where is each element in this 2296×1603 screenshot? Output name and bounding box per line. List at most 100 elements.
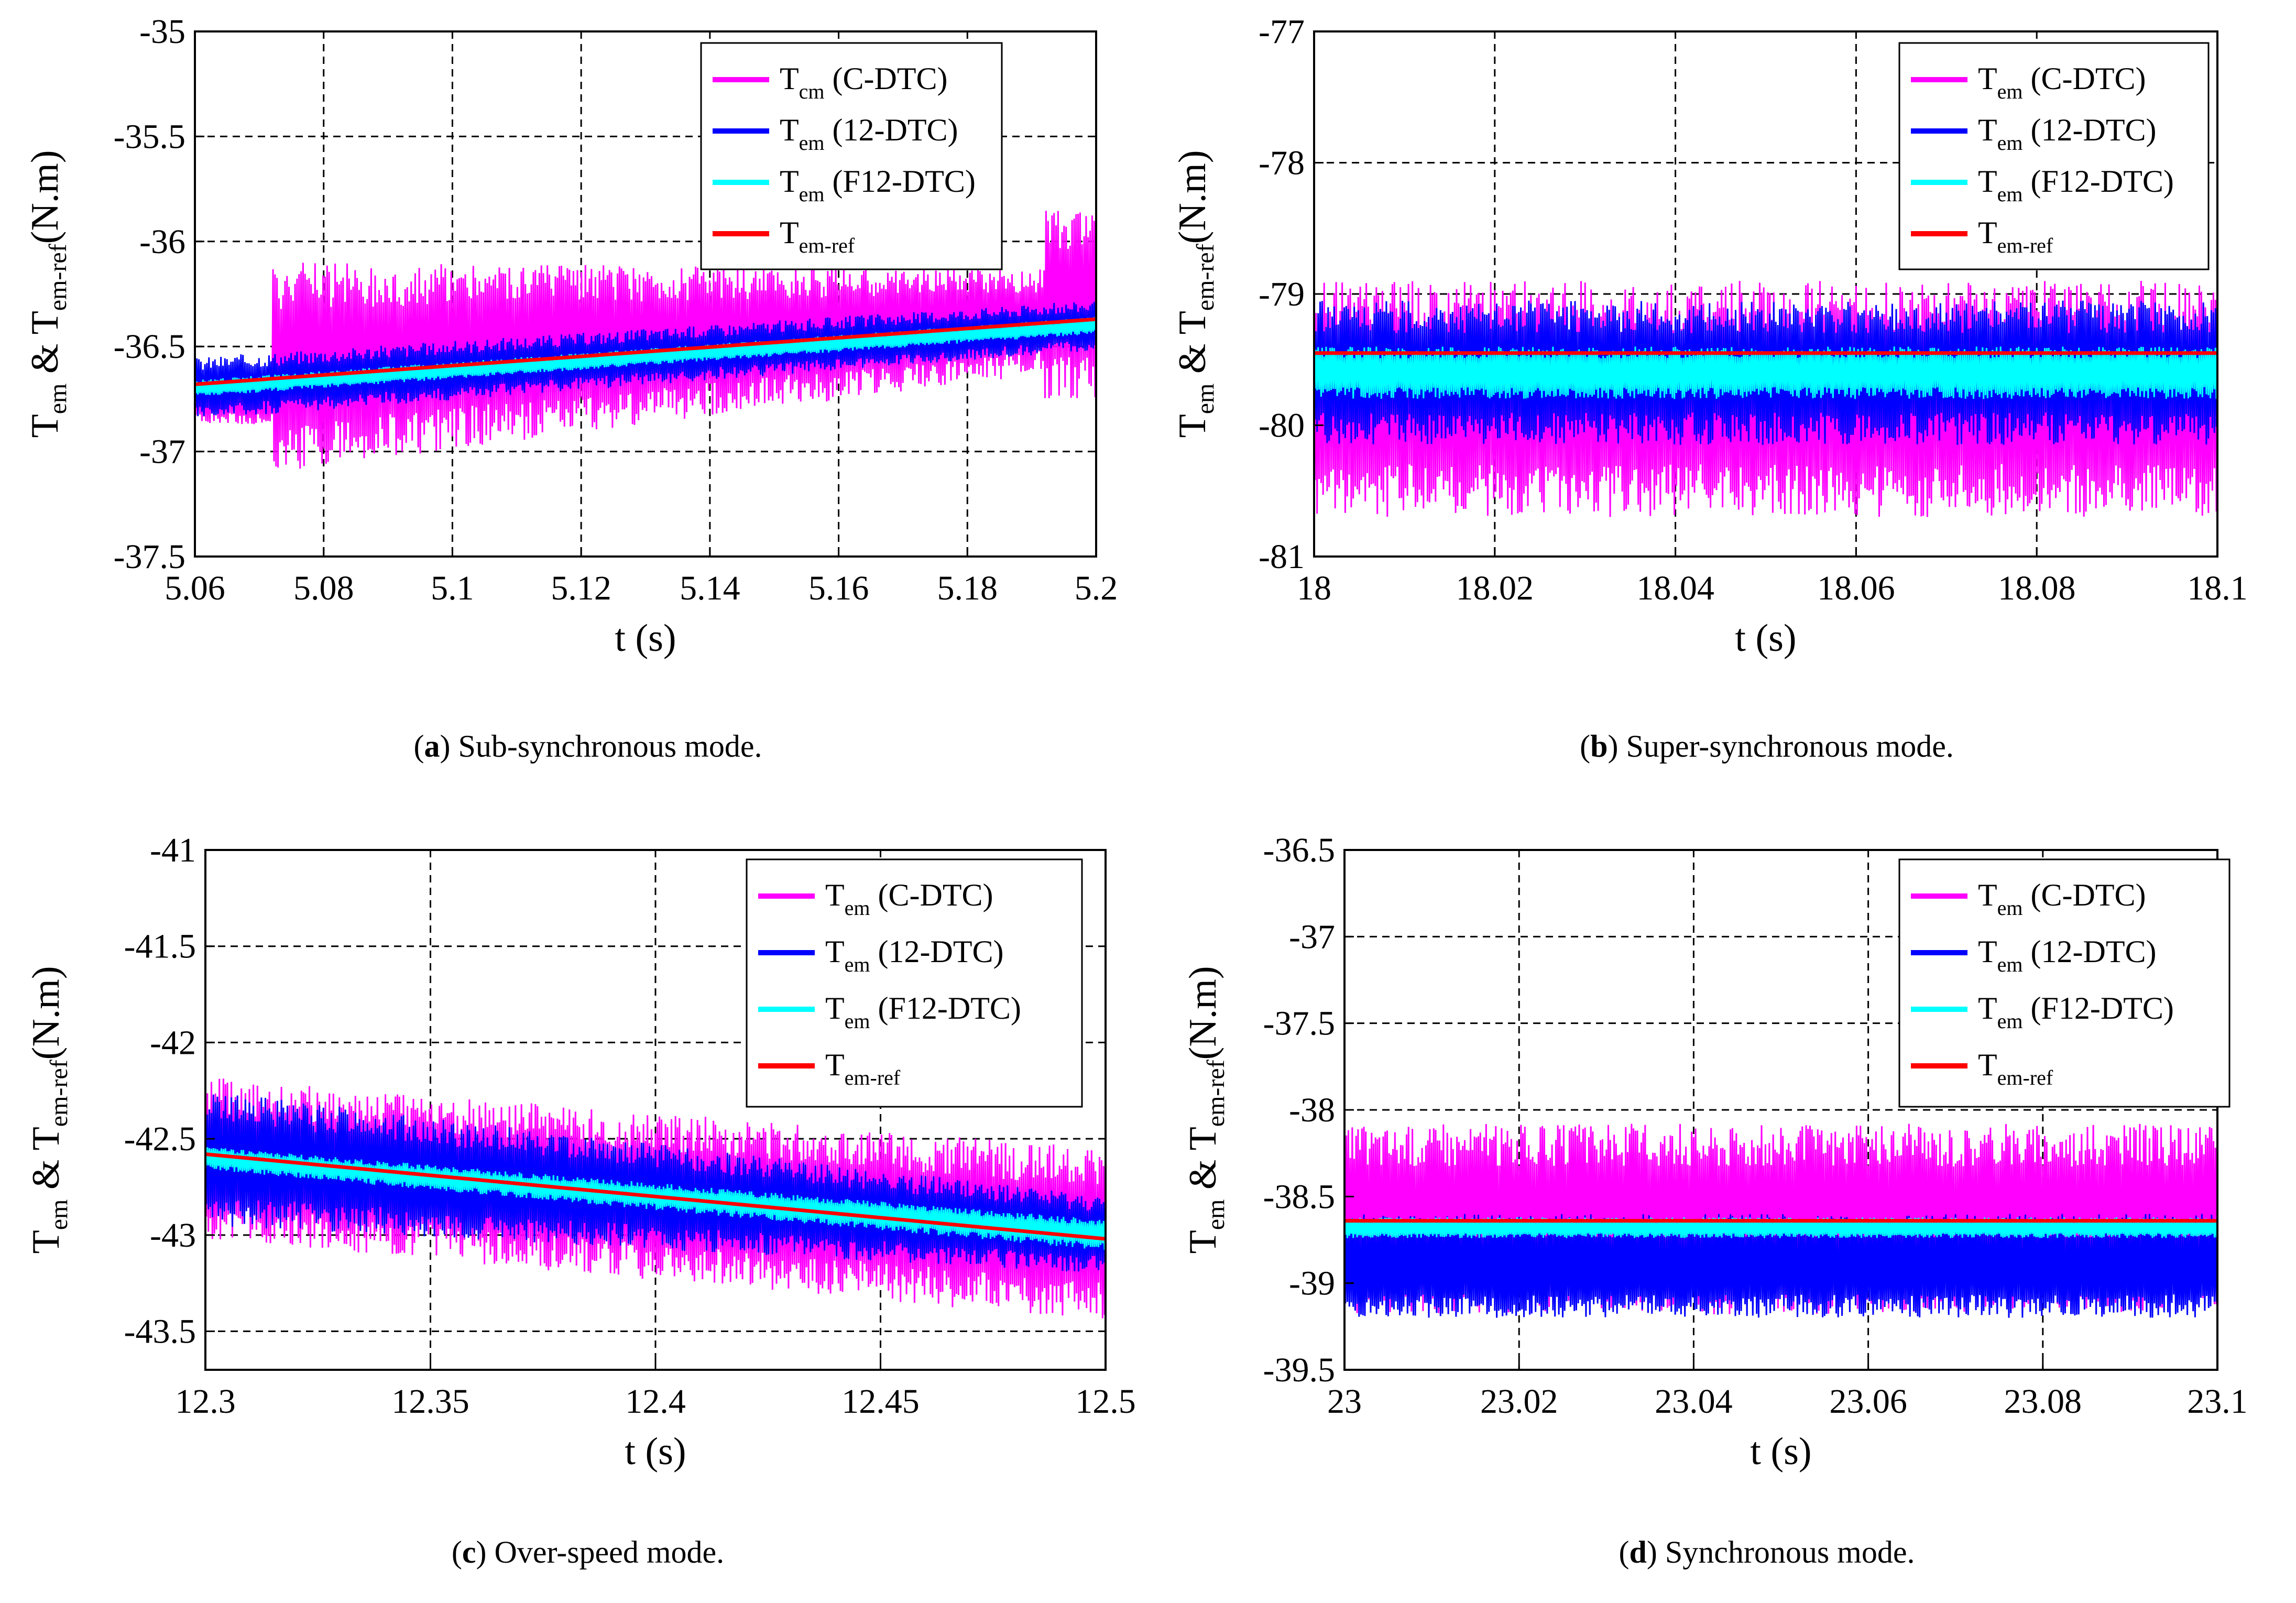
y-tick-label: -38	[1289, 1091, 1335, 1129]
x-tick-label: 18.1	[2187, 569, 2248, 607]
x-tick-label: 23.06	[1829, 1382, 1907, 1421]
legend-label-f12-dtc: Tem (F12-DTC)	[780, 164, 976, 206]
legend-label-12-dtc: Tem (12-DTC)	[1978, 113, 2156, 155]
series-line-tem-ref	[205, 1152, 1106, 1241]
series-band-c-dtc	[1344, 1124, 2217, 1314]
x-tick-label: 12.4	[625, 1382, 686, 1421]
x-tick-label: 18.04	[1636, 569, 1714, 607]
legend: Tem (C-DTC) Tem (12-DTC) Tem (F12-DTC) Tem-…	[1898, 858, 2231, 1108]
x-tick-label: 5.08	[293, 569, 354, 607]
legend: Tem (C-DTC) Tem (12-DTC) Tem (F12-DTC) Tem-…	[746, 858, 1083, 1108]
series-band-12-dtc	[1314, 300, 2217, 445]
x-tick-label: 12.3	[175, 1382, 236, 1421]
legend-label-f12-dtc: Tem (F12-DTC)	[1978, 164, 2174, 206]
x-tick-label: 5.14	[680, 569, 740, 607]
plot-area	[1344, 1124, 2217, 1318]
y-tick-label: -37.5	[114, 538, 185, 576]
x-tick-label: 23.08	[2004, 1382, 2082, 1421]
x-tick-label: 12.45	[841, 1382, 920, 1421]
y-tick-label: -80	[1259, 407, 1305, 445]
chart-panel-d: 23 23.02 23.04 23.06 23.08 23.1 -36.5 -37 -37.5 -…	[1182, 831, 2248, 1569]
legend-label-f12-dtc: Tem (F12-DTC)	[1978, 991, 2174, 1033]
y-tick-label: -41.5	[124, 928, 196, 966]
y-tick-label: -36	[139, 223, 185, 261]
caption-b: (b) Super-synchronous mode.	[1580, 729, 1954, 764]
y-tick-label: -39.5	[1263, 1351, 1335, 1389]
series-line-tem-ref	[195, 317, 1096, 386]
y-tick-label: -42	[150, 1023, 196, 1062]
y-tick-label: -37	[1289, 918, 1335, 956]
legend: Tem (C-DTC) Tem (12-DTC) Tem (F12-DTC) Tem-…	[1898, 42, 2210, 270]
series-band-12-dtc	[195, 300, 1096, 417]
y-tick-label: -39	[1289, 1264, 1335, 1303]
y-tick-label: -36.5	[114, 328, 185, 366]
y-tick-label: -37	[139, 433, 185, 471]
y-tick-label: -43.5	[124, 1313, 196, 1351]
legend-label-12-dtc: Tem (12-DTC)	[780, 113, 958, 155]
y-tick-label: -35	[139, 13, 185, 51]
y-axis-label: Tem & Tem-ref(N.m)	[24, 150, 72, 438]
x-axis-label: t (s)	[1735, 617, 1796, 660]
x-tick-label: 18.06	[1817, 569, 1895, 607]
plot-area	[1314, 280, 2217, 517]
y-tick-label: -81	[1259, 538, 1305, 576]
x-axis-label: t (s)	[625, 1430, 686, 1473]
y-axis-label: Tem & Tem-ref(N.m)	[1171, 150, 1219, 438]
x-tick-label: 18	[1297, 569, 1331, 607]
y-tick-label: -36.5	[1263, 831, 1335, 869]
chart-panel-a: 5.06 5.08 5.1 5.12 5.14 5.16 5.18 5.2 -35 -35.5 -3…	[24, 13, 1118, 764]
legend-label-f12-dtc: Tem (F12-DTC)	[825, 991, 1021, 1033]
y-tick-label: -43	[150, 1216, 196, 1255]
x-axis-label: t (s)	[1750, 1430, 1811, 1473]
legend-label-c-dtc: Tcm (C-DTC)	[780, 61, 948, 103]
legend-label-tem-ref: Tem-ref	[825, 1048, 901, 1089]
y-tick-label: -42.5	[124, 1120, 196, 1158]
y-tick-label: -79	[1259, 275, 1305, 313]
x-tick-label: 23	[1327, 1382, 1362, 1421]
caption-d: (d) Synchronous mode.	[1619, 1535, 1915, 1569]
x-tick-label: 5.06	[165, 569, 225, 607]
legend-label-tem-ref: Tem-ref	[780, 215, 855, 257]
x-tick-label: 23.1	[2187, 1382, 2248, 1421]
axes-frame	[194, 30, 1097, 558]
y-tick-label: -37.5	[1263, 1005, 1335, 1043]
x-tick-label: 12.5	[1075, 1382, 1136, 1421]
caption-a: (a) Sub-synchronous mode.	[414, 729, 762, 764]
x-tick-label: 5.1	[431, 569, 474, 607]
legend-label-tem-ref: Tem-ref	[1978, 1048, 2053, 1089]
x-tick-label: 12.35	[391, 1382, 469, 1421]
legend: Tcm (C-DTC) Tem (12-DTC) Tem (F12-DTC) Tem-…	[700, 42, 1003, 270]
series-band-c-dtc	[195, 211, 1096, 469]
x-tick-label: 18.02	[1456, 569, 1534, 607]
plot-area	[205, 1078, 1106, 1318]
plot-area	[195, 211, 1096, 469]
chart-panel-c: 12.3 12.35 12.4 12.45 12.5 -41 -41.5 -42 -42.5 -4…	[25, 831, 1136, 1569]
legend-label-12-dtc: Tem (12-DTC)	[825, 934, 1003, 976]
x-tick-label: 23.04	[1655, 1382, 1733, 1421]
chart-panel-b: 18 18.02 18.04 18.06 18.08 18.1 -77 -78 -79 -80 -8…	[1171, 13, 2248, 764]
y-tick-label: -78	[1259, 144, 1305, 182]
legend-label-tem-ref: Tem-ref	[1978, 215, 2053, 257]
legend-label-12-dtc: Tem (12-DTC)	[1978, 934, 2156, 976]
y-tick-label: -77	[1259, 13, 1305, 51]
series-band-c-dtc	[205, 1078, 1106, 1318]
legend-label-c-dtc: Tem (C-DTC)	[825, 878, 993, 920]
x-tick-label: 23.02	[1480, 1382, 1558, 1421]
series-band-f12-dtc	[205, 1147, 1106, 1250]
y-axis-label: Tem & Tem-ref(N.m)	[25, 966, 73, 1254]
x-tick-label: 5.16	[808, 569, 869, 607]
x-tick-label: 5.2	[1075, 569, 1118, 607]
x-axis-label: t (s)	[615, 617, 676, 660]
y-tick-label: -38.5	[1263, 1177, 1335, 1216]
series-band-12-dtc	[205, 1094, 1106, 1272]
x-tick-label: 5.12	[551, 569, 611, 607]
legend-label-c-dtc: Tem (C-DTC)	[1978, 878, 2146, 920]
x-tick-label: 5.18	[937, 569, 998, 607]
y-tick-label: -35.5	[114, 117, 185, 156]
legend-label-c-dtc: Tem (C-DTC)	[1978, 61, 2146, 103]
caption-c: (c) Over-speed mode.	[452, 1535, 724, 1569]
y-tick-label: -41	[150, 831, 196, 869]
x-tick-label: 18.08	[1998, 569, 2076, 607]
y-axis-label: Tem & Tem-ref(N.m)	[1182, 966, 1230, 1254]
